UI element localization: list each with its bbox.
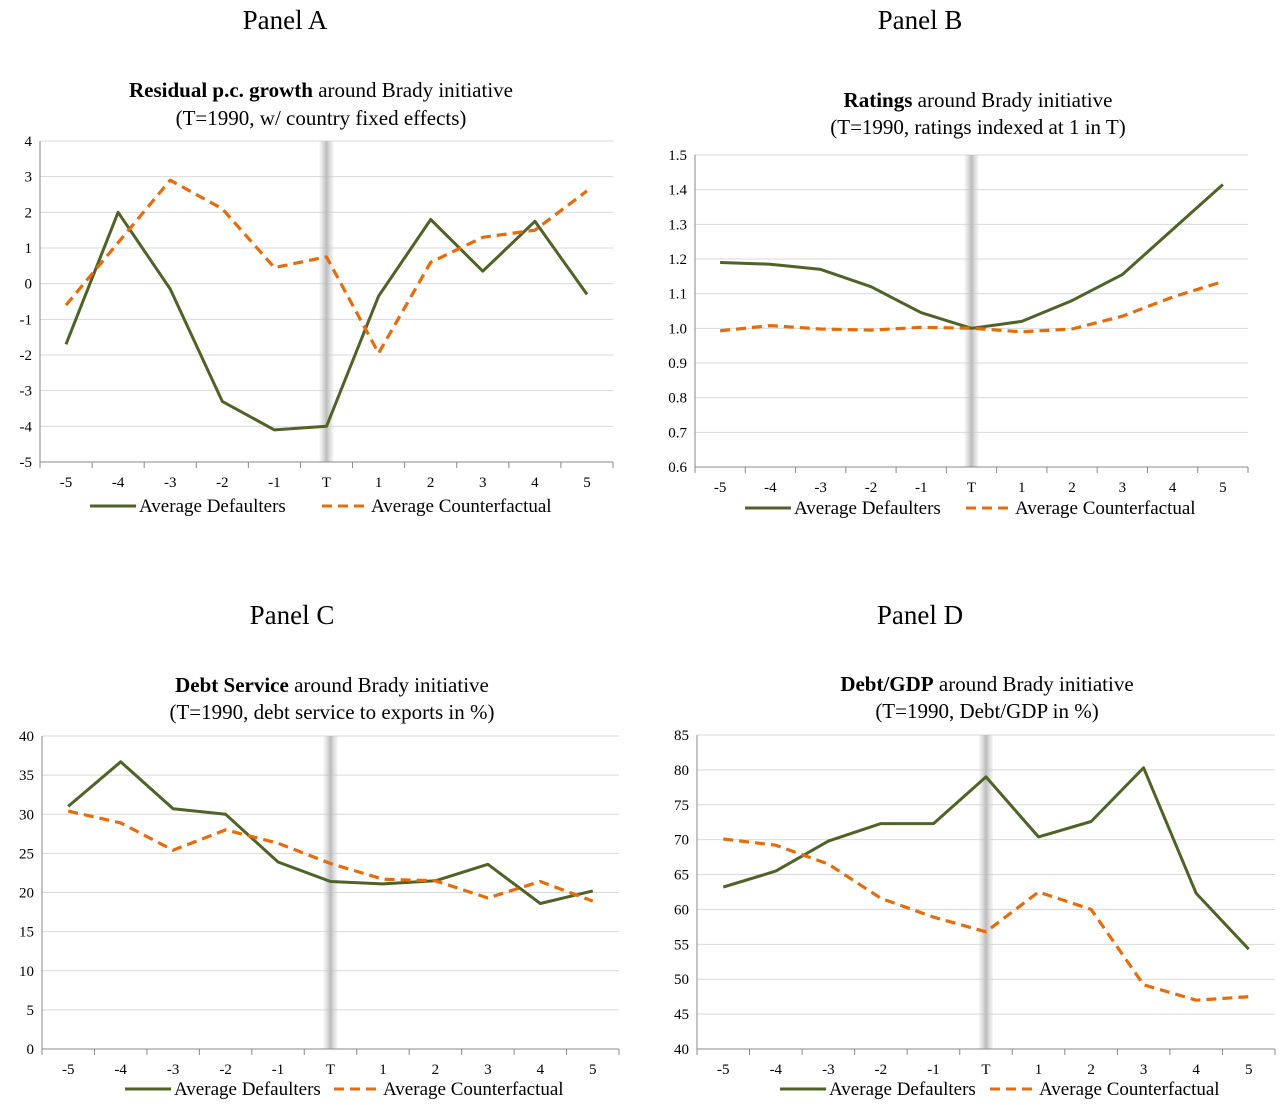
panel-d-subtitle: (T=1990, Debt/GDP in %) <box>875 699 1098 723</box>
panel-d-y-tick-label: 70 <box>674 833 689 849</box>
panel-d-y-tick-label: 80 <box>674 763 689 779</box>
panel-d-x-tick-label: -4 <box>770 1062 783 1078</box>
panel-d-legend-label-defaulters: Average Defaulters <box>829 1079 976 1100</box>
panel-d-x-tick-label: -3 <box>822 1062 835 1078</box>
panel-d-y-tick-label: 85 <box>674 728 689 744</box>
panel-d-y-tick-label: 40 <box>674 1042 689 1058</box>
panel-d-x-tick-label: 3 <box>1140 1062 1148 1078</box>
panel-d-title: Debt/GDP around Brady initiative <box>840 672 1133 696</box>
panel-d-title-rest: around Brady initiative <box>934 672 1134 696</box>
panel-d-legend-label-counterfactual: Average Counterfactual <box>1039 1079 1220 1100</box>
panel-d-x-tick-label: -5 <box>717 1062 730 1078</box>
panel-d-y-tick-label: 50 <box>674 972 689 988</box>
panel-d-y-tick-label: 60 <box>674 902 689 918</box>
panel-d-x-tick-label: T <box>981 1062 990 1078</box>
panel-d-x-tick-label: 5 <box>1245 1062 1253 1078</box>
panel-d-x-tick-label: 2 <box>1087 1062 1095 1078</box>
panel-d-y-tick-label: 65 <box>674 868 689 884</box>
panel-d-title-bold: Debt/GDP <box>840 672 933 696</box>
panel-d-x-tick-label: -2 <box>875 1062 888 1078</box>
panel-d-y-tick-label: 75 <box>674 798 689 814</box>
panel-d-x-tick-label: -1 <box>927 1062 940 1078</box>
panel-d-x-tick-label: 4 <box>1192 1062 1200 1078</box>
panel-d-x-tick-label: 1 <box>1035 1062 1043 1078</box>
panel-d-y-tick-label: 45 <box>674 1007 689 1023</box>
panel-d-y-tick-label: 55 <box>674 937 689 953</box>
